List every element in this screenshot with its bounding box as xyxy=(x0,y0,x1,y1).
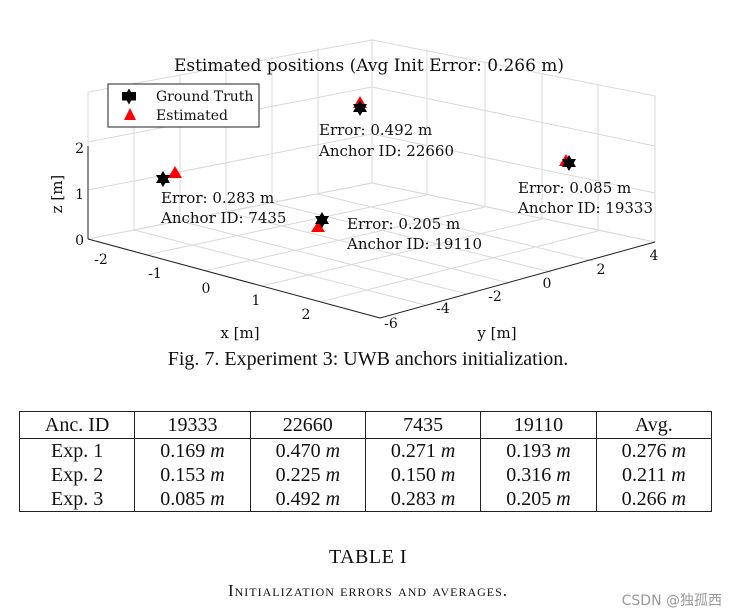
ground-truth-marker-22660 xyxy=(353,100,367,116)
table-cell: 0.271 m xyxy=(364,438,482,463)
legend-label-ground-truth: Ground Truth xyxy=(156,89,253,105)
z-tick-label: 0 xyxy=(75,233,84,249)
data-markers xyxy=(156,96,576,232)
table-cell: 0.085 m xyxy=(134,487,251,512)
ground-truth-marker-7435 xyxy=(156,171,170,187)
x-tick-label: 0 xyxy=(202,281,211,297)
table-cell: 0.492 m xyxy=(249,487,366,512)
table-cell: 0.150 m xyxy=(364,463,482,487)
errors-table: Anc. ID 19333 22660 7435 19110 Avg. Exp.… xyxy=(18,411,713,512)
annotation-error-22660: Error: 0.492 m xyxy=(319,121,432,139)
ground-truth-marker-19110 xyxy=(315,212,329,228)
table-caption: Initialization errors and averages. xyxy=(227,581,509,600)
scatter-3d-plot: 0 1 2 -2 -1 0 1 2 -6 -4 -2 0 2 4 x [m] y… xyxy=(48,39,659,342)
legend-label-estimated: Estimated xyxy=(156,108,228,124)
annotation-anchor-19333: Anchor ID: 19333 xyxy=(517,199,653,217)
y-tick-label: 4 xyxy=(650,248,659,264)
z-tick-label: 2 xyxy=(75,141,84,157)
legend: Ground Truth Estimated xyxy=(107,83,260,128)
legend-estimated-marker xyxy=(124,108,136,120)
x-tick-label: -2 xyxy=(94,252,108,268)
x-tick-label: 2 xyxy=(302,307,311,323)
y-tick-label: -2 xyxy=(488,289,502,305)
table-label: TABLE I xyxy=(329,546,407,568)
estimated-marker-7435 xyxy=(168,166,182,178)
row-label: Exp. 1 xyxy=(18,438,136,463)
legend-ground-truth-marker-b xyxy=(122,92,136,101)
table-header-cell: 19333 xyxy=(134,411,251,439)
table-header-cell: 7435 xyxy=(364,411,482,439)
row-label: Exp. 2 xyxy=(18,463,136,487)
axes xyxy=(87,146,656,319)
y-tick-label: 0 xyxy=(543,276,552,292)
x-tick-label: -1 xyxy=(148,266,162,282)
table-cell: 0.193 m xyxy=(480,438,597,463)
table-cell: 0.211 m xyxy=(595,463,713,487)
z-tick-labels: 0 1 2 xyxy=(75,141,84,249)
y-tick-labels: -6 -4 -2 0 2 4 xyxy=(384,248,658,332)
x-tick-labels: -2 -1 0 1 2 xyxy=(94,252,310,323)
figure-caption: Fig. 7. Experiment 3: UWB anchors initia… xyxy=(167,348,569,370)
x-tick-label: 1 xyxy=(252,293,261,309)
estimated-marker-19110 xyxy=(311,221,325,232)
z-tick-label: 1 xyxy=(75,187,84,203)
annotation-error-19333: Error: 0.085 m xyxy=(518,179,631,197)
plot-title: Estimated positions (Avg Init Error: 0.2… xyxy=(174,56,564,76)
table-cell: 0.169 m xyxy=(134,438,251,463)
table-cell: 0.316 m xyxy=(480,463,597,487)
table-cell: 0.266 m xyxy=(595,487,713,512)
table-header-row: Anc. ID 19333 22660 7435 19110 Avg. xyxy=(18,411,713,439)
annotation-error-7435: Error: 0.283 m xyxy=(161,189,274,207)
table-row: Exp. 3 0.085 m 0.492 m 0.283 m 0.205 m 0… xyxy=(18,487,713,512)
table-cell: 0.276 m xyxy=(595,438,713,463)
table-cell: 0.225 m xyxy=(249,463,366,487)
table-row: Exp. 2 0.153 m 0.225 m 0.150 m 0.316 m 0… xyxy=(18,463,713,487)
y-axis-label: y [m] xyxy=(476,324,516,342)
annotation-anchor-19110: Anchor ID: 19110 xyxy=(346,235,482,253)
watermark: CSDN @独孤西 xyxy=(621,593,722,609)
ground-truth-marker-19333 xyxy=(562,155,576,171)
annotation-anchor-22660: Anchor ID: 22660 xyxy=(318,142,454,160)
annotations: Error: 0.492 m Anchor ID: 22660 Error: 0… xyxy=(160,121,653,253)
table-cell: 0.283 m xyxy=(364,487,482,512)
y-tick-label: 2 xyxy=(597,262,606,278)
table-header-cell: Anc. ID xyxy=(18,411,136,439)
annotation-anchor-7435: Anchor ID: 7435 xyxy=(160,209,286,227)
y-tick-label: -4 xyxy=(436,301,450,317)
table-header-cell: 19110 xyxy=(480,411,597,439)
table-header-cell: Avg. xyxy=(595,411,713,439)
table-header-cell: 22660 xyxy=(249,411,366,439)
annotation-error-19110: Error: 0.205 m xyxy=(347,215,460,233)
table-cell: 0.470 m xyxy=(249,438,366,463)
row-label: Exp. 3 xyxy=(18,487,136,512)
y-tick-label: -6 xyxy=(384,316,398,332)
table-cell: 0.205 m xyxy=(480,487,597,512)
table-row: Exp. 1 0.169 m 0.470 m 0.271 m 0.193 m 0… xyxy=(18,438,713,463)
table-cell: 0.153 m xyxy=(134,463,251,487)
z-axis-label: z [m] xyxy=(48,175,66,214)
x-axis-label: x [m] xyxy=(220,324,259,342)
